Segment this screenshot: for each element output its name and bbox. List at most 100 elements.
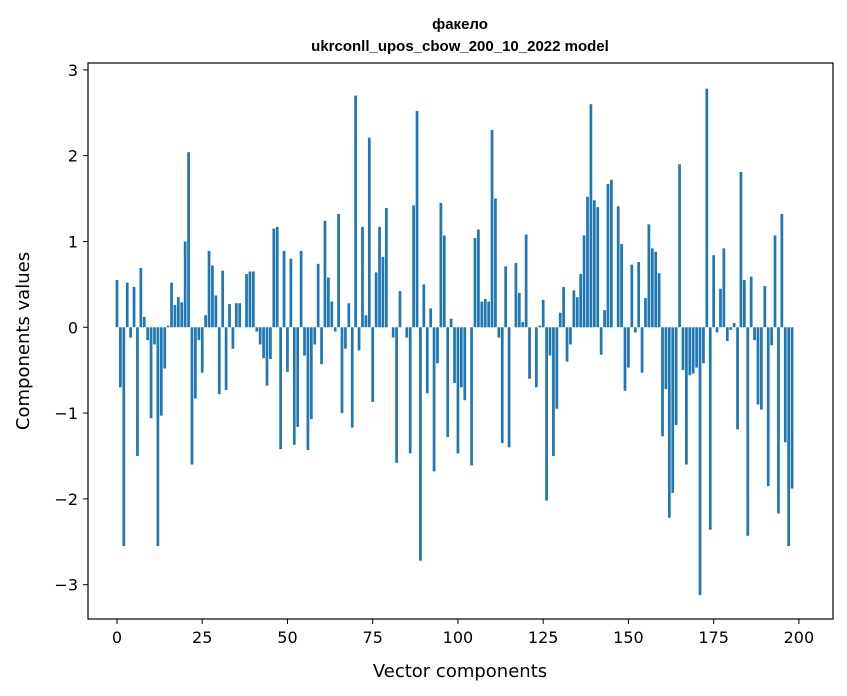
bar-2 <box>122 327 126 547</box>
bar-140 <box>592 200 596 328</box>
bar-51 <box>289 258 293 328</box>
bar-168 <box>688 327 692 376</box>
plot-frame <box>87 62 834 620</box>
bar-57 <box>309 327 313 420</box>
bar-93 <box>432 327 436 472</box>
bar-14 <box>163 327 167 369</box>
bar-41 <box>255 327 259 332</box>
bar-35 <box>234 303 238 328</box>
bar-53 <box>296 327 300 427</box>
bar-175 <box>712 255 716 328</box>
bar-34 <box>231 327 235 349</box>
bar-66 <box>340 327 344 414</box>
bar-148 <box>620 244 623 328</box>
bar-156 <box>647 224 651 328</box>
bar-154 <box>640 327 644 373</box>
bar-59 <box>316 263 320 328</box>
bar-8 <box>142 316 146 328</box>
bar-22 <box>190 327 194 465</box>
bar-184 <box>742 280 746 328</box>
bar-25 <box>200 327 204 373</box>
bar-173 <box>705 88 709 328</box>
bar-33 <box>228 304 231 328</box>
bar-3 <box>125 282 129 328</box>
bar-147 <box>616 206 620 328</box>
bar-67 <box>344 327 347 349</box>
bar-56 <box>306 327 310 450</box>
bar-76 <box>374 272 378 328</box>
bar-180 <box>729 327 733 330</box>
bar-135 <box>575 297 579 328</box>
bar-9 <box>146 327 150 341</box>
bar-71 <box>357 327 361 351</box>
bar-45 <box>269 327 272 360</box>
bar-36 <box>238 303 242 328</box>
chart-subtitle: ukrconll_upos_cbow_200_10_2022 model <box>311 38 609 55</box>
bar-196 <box>783 327 787 443</box>
y-tick-label: 3 <box>68 61 78 80</box>
bar-46 <box>272 228 276 328</box>
y-tick-label: −1 <box>54 404 78 423</box>
bar-163 <box>671 327 675 493</box>
bar-89 <box>419 327 422 561</box>
bar-132 <box>565 327 569 362</box>
bar-91 <box>425 327 429 394</box>
bar-43 <box>262 327 265 359</box>
x-tick-label: 125 <box>528 628 559 647</box>
bar-108 <box>483 298 487 328</box>
bar-176 <box>715 327 719 333</box>
bar-171 <box>698 327 702 595</box>
bar-182 <box>736 327 739 430</box>
bar-110 <box>490 129 494 328</box>
bar-160 <box>661 327 664 437</box>
y-tick-label: −3 <box>54 576 78 595</box>
bar-63 <box>330 301 334 328</box>
bar-126 <box>545 327 548 501</box>
bar-12 <box>156 327 160 547</box>
bar-105 <box>473 238 477 328</box>
bar-183 <box>739 171 743 328</box>
bar-72 <box>361 226 364 328</box>
bar-177 <box>719 288 722 328</box>
chart-title: факело <box>432 16 488 33</box>
bar-141 <box>596 207 600 328</box>
bar-191 <box>766 327 770 486</box>
bar-145 <box>610 179 613 328</box>
bar-190 <box>763 286 767 328</box>
bar-11 <box>153 327 156 345</box>
bar-109 <box>487 301 490 328</box>
bar-121 <box>528 327 531 379</box>
x-tick-label: 0 <box>112 628 122 647</box>
bar-99 <box>453 327 456 384</box>
bar-106 <box>477 229 480 328</box>
x-tick-label: 75 <box>363 628 383 647</box>
x-tick-label: 200 <box>784 628 815 647</box>
bar-19 <box>180 302 184 328</box>
bar-169 <box>691 327 695 374</box>
x-tick-label: 150 <box>613 628 644 647</box>
bar-98 <box>449 318 453 328</box>
bar-44 <box>265 327 269 386</box>
bar-151 <box>630 264 634 328</box>
x-tick-label: 100 <box>443 628 474 647</box>
x-tick-label: 25 <box>192 628 212 647</box>
bar-94 <box>436 327 439 364</box>
bar-194 <box>777 327 780 514</box>
bar-48 <box>279 327 283 450</box>
bar-39 <box>248 271 252 328</box>
bar-65 <box>337 214 340 328</box>
bar-195 <box>780 214 784 328</box>
bar-124 <box>538 325 542 328</box>
bar-100 <box>456 327 460 454</box>
bar-23 <box>194 327 197 399</box>
bar-178 <box>722 248 726 328</box>
bar-70 <box>354 95 358 328</box>
bar-134 <box>572 290 576 328</box>
bar-112 <box>497 327 501 338</box>
bar-117 <box>514 262 518 328</box>
bar-198 <box>790 327 794 489</box>
y-tick-label: 0 <box>68 318 78 337</box>
bar-6 <box>136 327 139 456</box>
bar-64 <box>333 327 337 332</box>
bar-142 <box>599 327 603 355</box>
